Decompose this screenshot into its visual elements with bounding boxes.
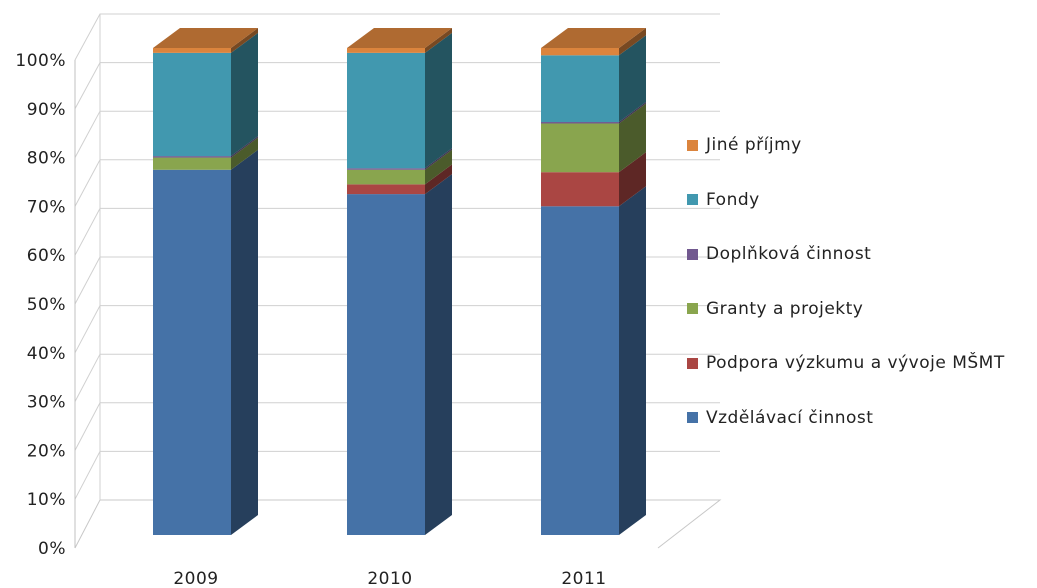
y-axis-labels: 0% 10% 20% 30% 40% 50% 60% 70% 80% 90% 100% — [15, 51, 66, 559]
y-tick-label: 100% — [15, 51, 66, 71]
x-tick-label: 2011 — [561, 569, 606, 588]
grid — [74, 13, 722, 549]
legend-swatch — [687, 412, 698, 424]
y-tick-label: 30% — [27, 393, 66, 413]
legend-label: Podpora výzkumu a vývoje MŠMT — [706, 353, 1005, 374]
y-tick-label: 70% — [27, 197, 66, 217]
bar-segment-2009-4 — [153, 52, 231, 157]
legend-swatch — [687, 194, 698, 206]
bar-segment-2011-2 — [541, 123, 619, 173]
bar-side-2009-5 — [231, 28, 258, 53]
y-tick-label: 50% — [27, 295, 66, 315]
bar-top-2009 — [153, 28, 258, 48]
bar-side-2011-0 — [619, 186, 646, 535]
y-tick-label: 40% — [27, 344, 66, 364]
legend: Jiné příjmy Fondy Doplňková činnost Granty … — [687, 118, 1005, 445]
bar-side-2011-4 — [619, 35, 646, 123]
bar-side-2009-0 — [231, 149, 258, 535]
legend-item: Podpora výzkumu a vývoje MŠMT — [687, 336, 1005, 391]
x-axis-labels: 2009 2010 2011 — [173, 569, 606, 588]
bar-segment-2009-5 — [153, 48, 231, 53]
y-tick-label: 80% — [27, 149, 66, 169]
bar-segment-2010-2 — [347, 169, 425, 185]
y-tick-label: 20% — [27, 441, 66, 461]
legend-swatch — [687, 248, 698, 260]
legend-item: Jiné příjmy — [687, 118, 1005, 173]
bar-segment-2011-0 — [541, 206, 619, 535]
bar-side-2011-2 — [619, 103, 646, 173]
bar-side-2009-3 — [231, 136, 258, 158]
legend-item: Granty a projekty — [687, 282, 1005, 337]
bar-segment-2011-1 — [541, 172, 619, 207]
bar-segment-2011-3 — [541, 122, 619, 124]
bar-side-2010-0 — [425, 174, 452, 535]
legend-label: Jiné příjmy — [706, 135, 802, 156]
legend-label: Fondy — [706, 189, 760, 210]
legend-swatch — [687, 139, 698, 151]
bar-side-2010-1 — [425, 164, 452, 195]
bar-segment-2011-4 — [541, 55, 619, 123]
bar-side-2009-2 — [231, 137, 258, 170]
legend-item: Doplňková činnost — [687, 227, 1005, 282]
bar-segment-2011-5 — [541, 48, 619, 56]
bar-top-2010 — [347, 28, 452, 48]
bar-segment-2010-3 — [347, 168, 425, 170]
legend-label: Doplňková činnost — [706, 244, 872, 265]
x-tick-label: 2009 — [173, 569, 218, 588]
legend-swatch — [687, 357, 698, 369]
bars — [153, 28, 646, 535]
bar-segment-2010-0 — [347, 194, 425, 535]
bar-side-2010-3 — [425, 148, 452, 170]
legend-item: Fondy — [687, 173, 1005, 228]
bar-segment-2010-1 — [347, 184, 425, 195]
bar-side-2011-1 — [619, 152, 646, 207]
bar-side-2010-2 — [425, 149, 452, 185]
x-tick-label: 2010 — [367, 569, 412, 588]
bar-side-2011-5 — [619, 28, 646, 56]
bar-side-2010-5 — [425, 28, 452, 53]
bar-segment-2009-0 — [153, 169, 231, 535]
y-tick-label: 10% — [27, 490, 66, 510]
bar-segment-2010-4 — [347, 52, 425, 169]
legend-label: Vzdělávací činnost — [706, 407, 874, 428]
bar-side-2009-4 — [231, 32, 258, 157]
bar-top-2011 — [541, 28, 646, 48]
bar-side-2010-4 — [425, 32, 452, 169]
bar-segment-2009-3 — [153, 156, 231, 158]
y-tick-label: 90% — [27, 100, 66, 120]
y-tick-label: 0% — [38, 539, 66, 559]
bar-side-2011-3 — [619, 102, 646, 124]
legend-swatch — [687, 303, 698, 315]
bar-segment-2009-2 — [153, 157, 231, 170]
y-tick-label: 60% — [27, 246, 66, 266]
bar-segment-2010-5 — [347, 48, 425, 53]
legend-label: Granty a projekty — [706, 298, 864, 319]
legend-item: Vzdělávací činnost — [687, 391, 1005, 446]
